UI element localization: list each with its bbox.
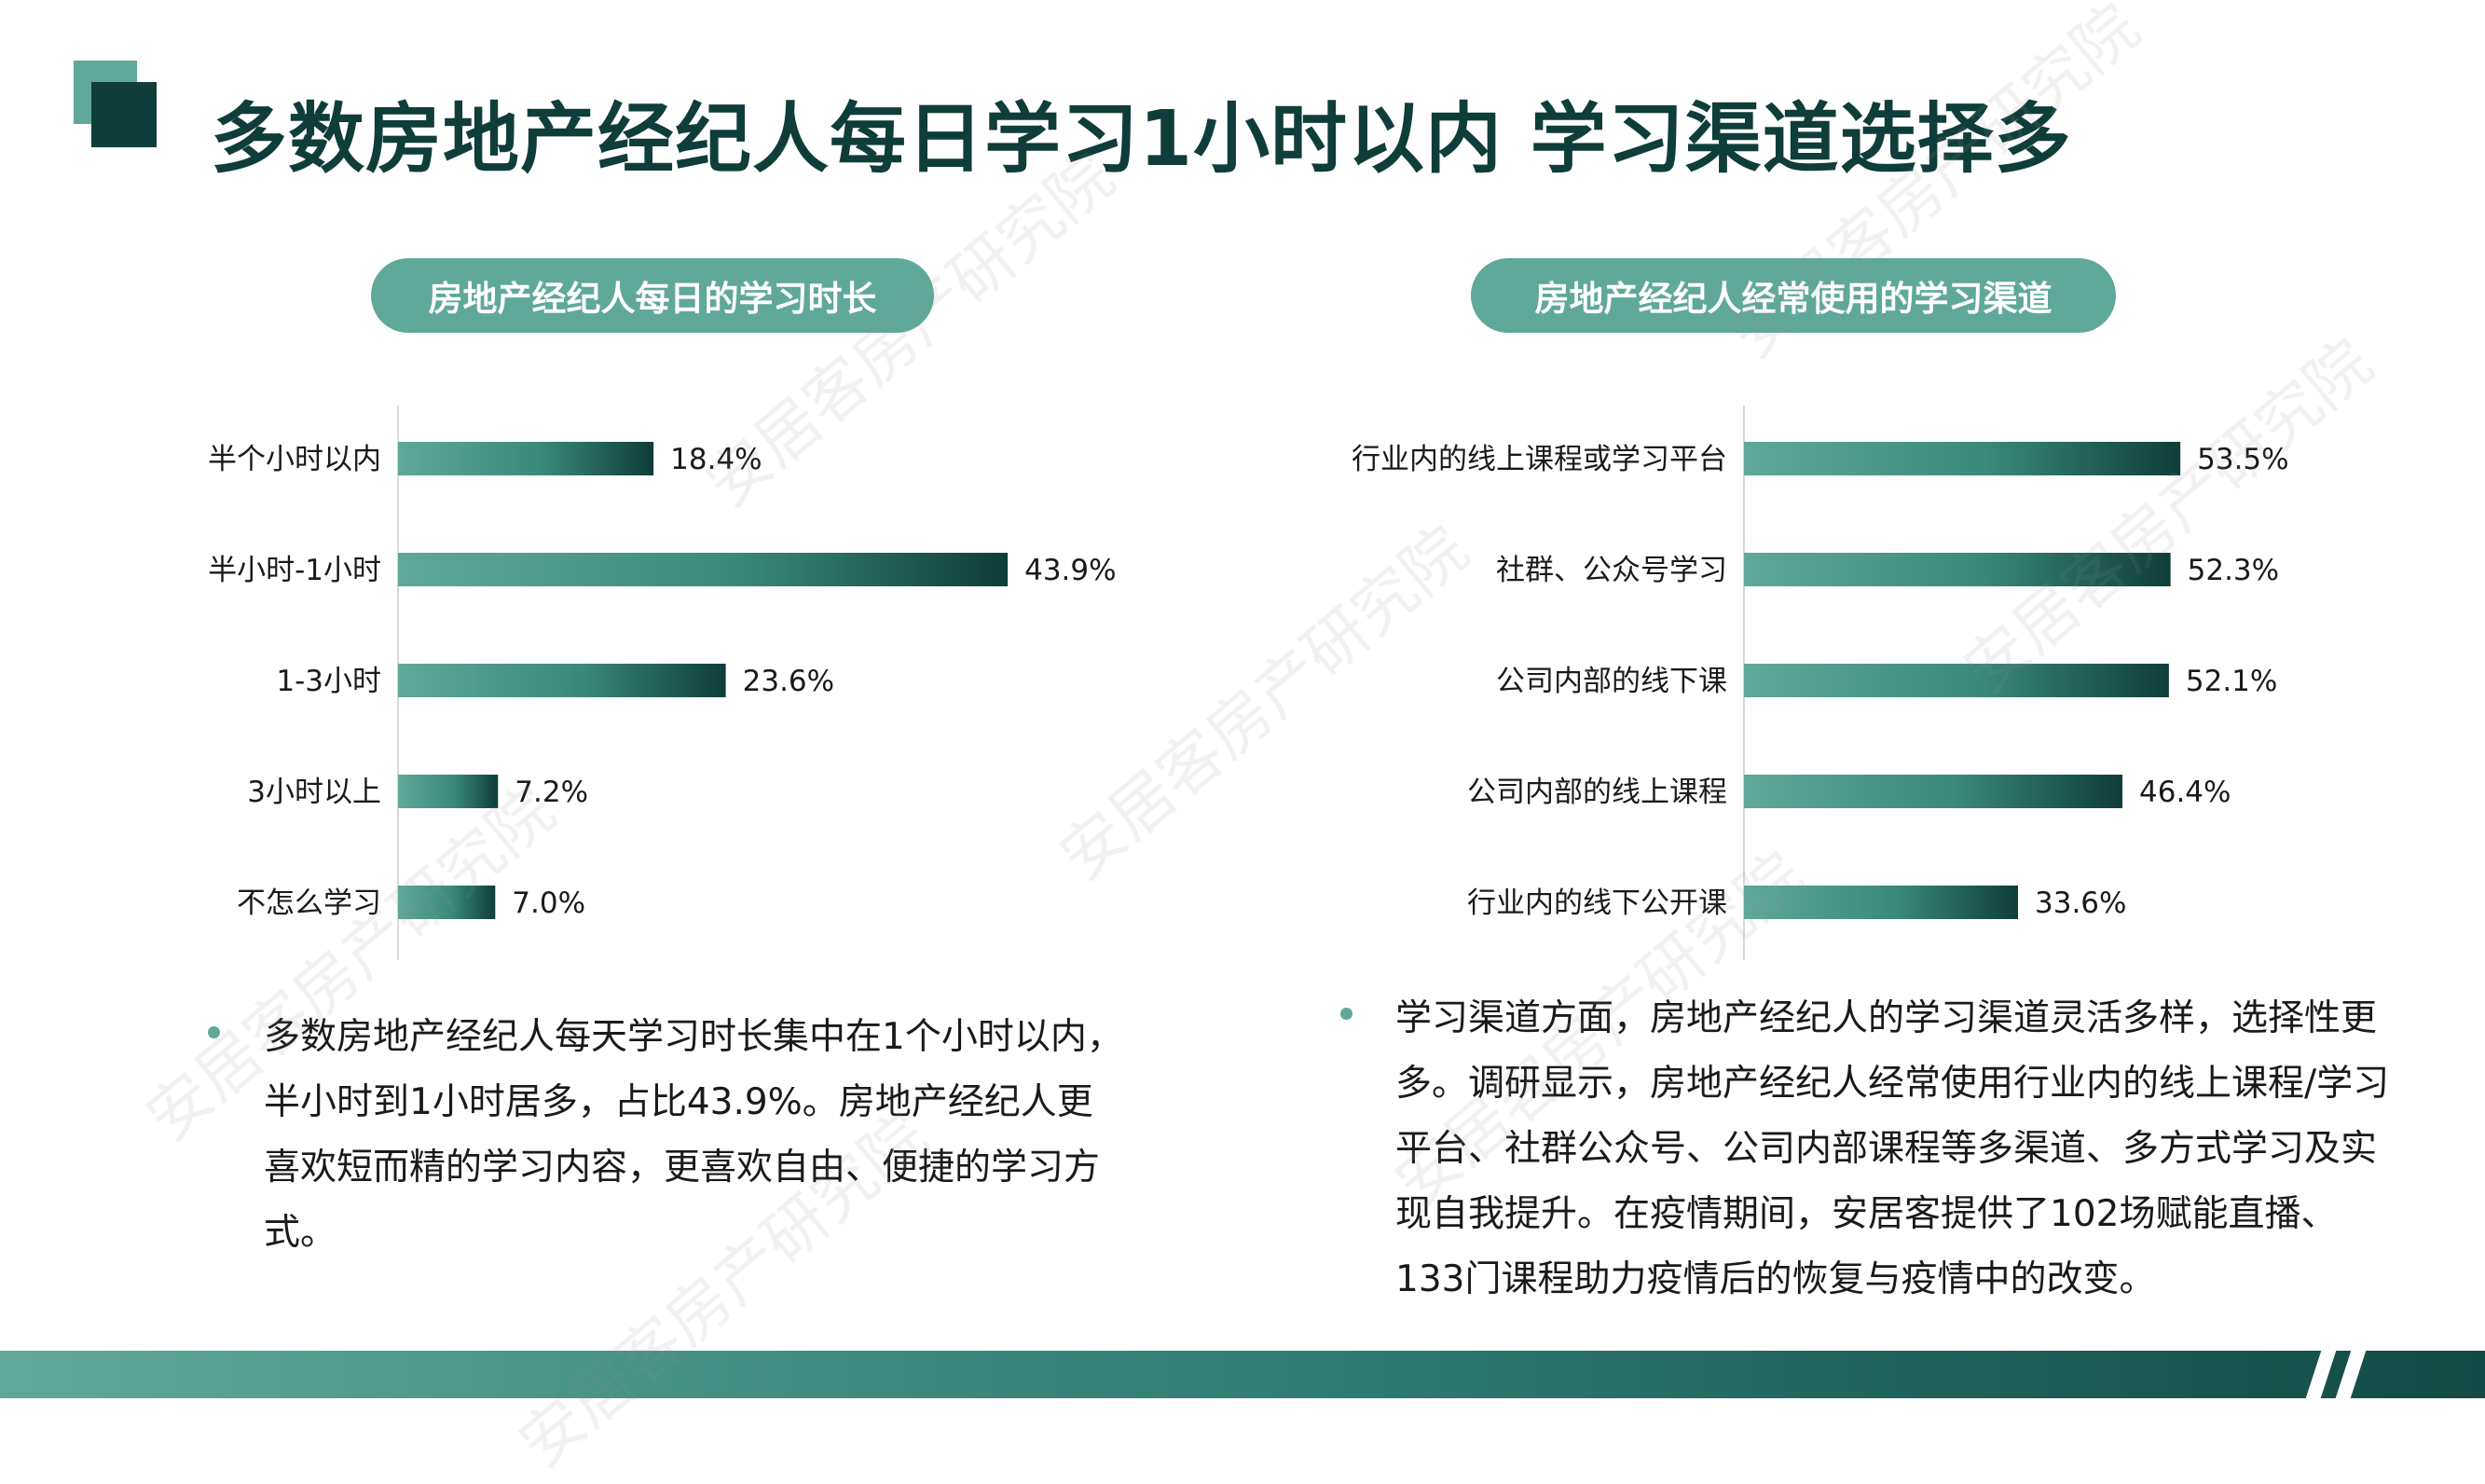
bar [398,664,726,697]
category-label: 3小时以上 [247,776,381,809]
study-duration-chart: 半个小时以内 18.4% 半小时-1小时 43.9% 1-3小时 23.6% 3小时以上 7.… [208,405,1117,960]
study-channel-chart: 行业内的线上课程或学习平台 53.5% 社群、公众号学习 52.3% 公司内部的线下课 5… [1352,405,2289,960]
right-summary-text: 学习渠道方面，房地产经纪人的学习渠道灵活多样，选择性更多。调研显示，房地产经纪人… [1395,997,2390,1300]
bar [398,442,654,475]
bar [1744,886,2018,919]
value-label: 46.4% [2139,776,2231,809]
category-label: 行业内的线下公开课 [1467,886,1727,920]
bar-charts: 半个小时以内 18.4% 半小时-1小时 43.9% 1-3小时 23.6% 3小时以上 7.… [208,405,2289,960]
left-summary-text: 多数房地产经纪人每天学习时长集中在1个小时以内，半小时到1小时居多，占比43.9… [264,1016,1123,1254]
category-label: 公司内部的线下课 [1496,665,1727,698]
category-label: 半小时-1小时 [208,554,381,587]
value-label: 23.6% [743,665,834,698]
footer-bar [0,1351,2485,1398]
category-label: 行业内的线上课程或学习平台 [1352,443,1727,476]
category-label: 1-3小时 [276,665,381,698]
category-label: 社群、公众号学习 [1496,554,1727,587]
bar [1744,442,2181,475]
value-label: 52.1% [2186,665,2277,698]
value-label: 7.2% [515,776,588,809]
category-label: 不怎么学习 [237,886,381,920]
category-label: 半个小时以内 [208,443,381,476]
title-decoration-dark [91,82,157,147]
value-label: 53.5% [2197,443,2288,476]
value-label: 33.6% [2035,886,2126,920]
bar [1744,775,2122,808]
left-chart-title: 房地产经纪人每日的学习时长 [371,258,934,333]
value-label: 18.4% [670,443,762,476]
category-label: 公司内部的线上课程 [1467,776,1727,809]
bullet-dot [208,1026,220,1038]
value-label: 7.0% [512,886,585,920]
bar [398,886,496,919]
value-label: 43.9% [1024,554,1116,587]
bar [1744,553,2171,586]
page-title: 多数房地产经纪人每日学习1小时以内 学习渠道选择多 [211,95,2072,184]
bullet-dot [1340,1008,1352,1020]
bar [1744,664,2169,697]
value-label: 52.3% [2188,554,2279,587]
bar [398,553,1009,586]
bar [398,775,499,808]
right-chart-title: 房地产经纪人经常使用的学习渠道 [1471,258,2116,333]
